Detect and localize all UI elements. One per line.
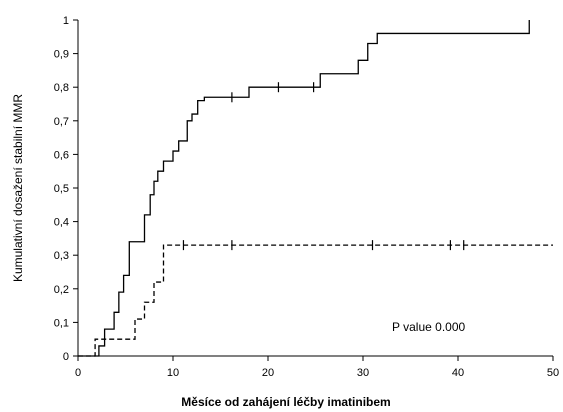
x-tick-label: 50 [547,367,559,379]
y-tick-label: 0,5 [54,183,69,195]
tick-layer: 0 10 20 30 40 50 0 0,1 0,2 0,3 0,4 0,5 0,6 0,7 0,8 0,9 1 [54,15,559,379]
x-tick-label: 10 [167,367,179,379]
p-value-annotation: P value 0.000 [392,320,465,334]
y-tick-label: 0,3 [54,250,69,262]
y-tick-label: 0,2 [54,284,69,296]
y-tick-label: 0,9 [54,49,69,61]
x-tick-label: 40 [452,367,464,379]
y-axis-title: Kumulativní dosažení stabilní MMR [11,94,25,282]
x-tick-label: 30 [357,367,369,379]
series-layer [78,20,553,357]
y-tick-label: 0,4 [54,217,69,229]
y-tick-label: 0,7 [54,116,69,128]
dashed-survival-curve [78,244,553,357]
solid-survival-curve [78,20,530,357]
x-tick-label: 0 [75,367,81,379]
y-tick-label: 1 [63,15,69,27]
y-tick-label: 0,8 [54,82,69,94]
y-tick-label: 0,1 [54,317,69,329]
x-tick-label: 20 [262,367,274,379]
y-tick-label: 0,6 [54,149,69,161]
x-axis-title: Měsíce od zahájení léčby imatinibem [181,395,390,409]
y-tick-label: 0 [63,351,69,363]
